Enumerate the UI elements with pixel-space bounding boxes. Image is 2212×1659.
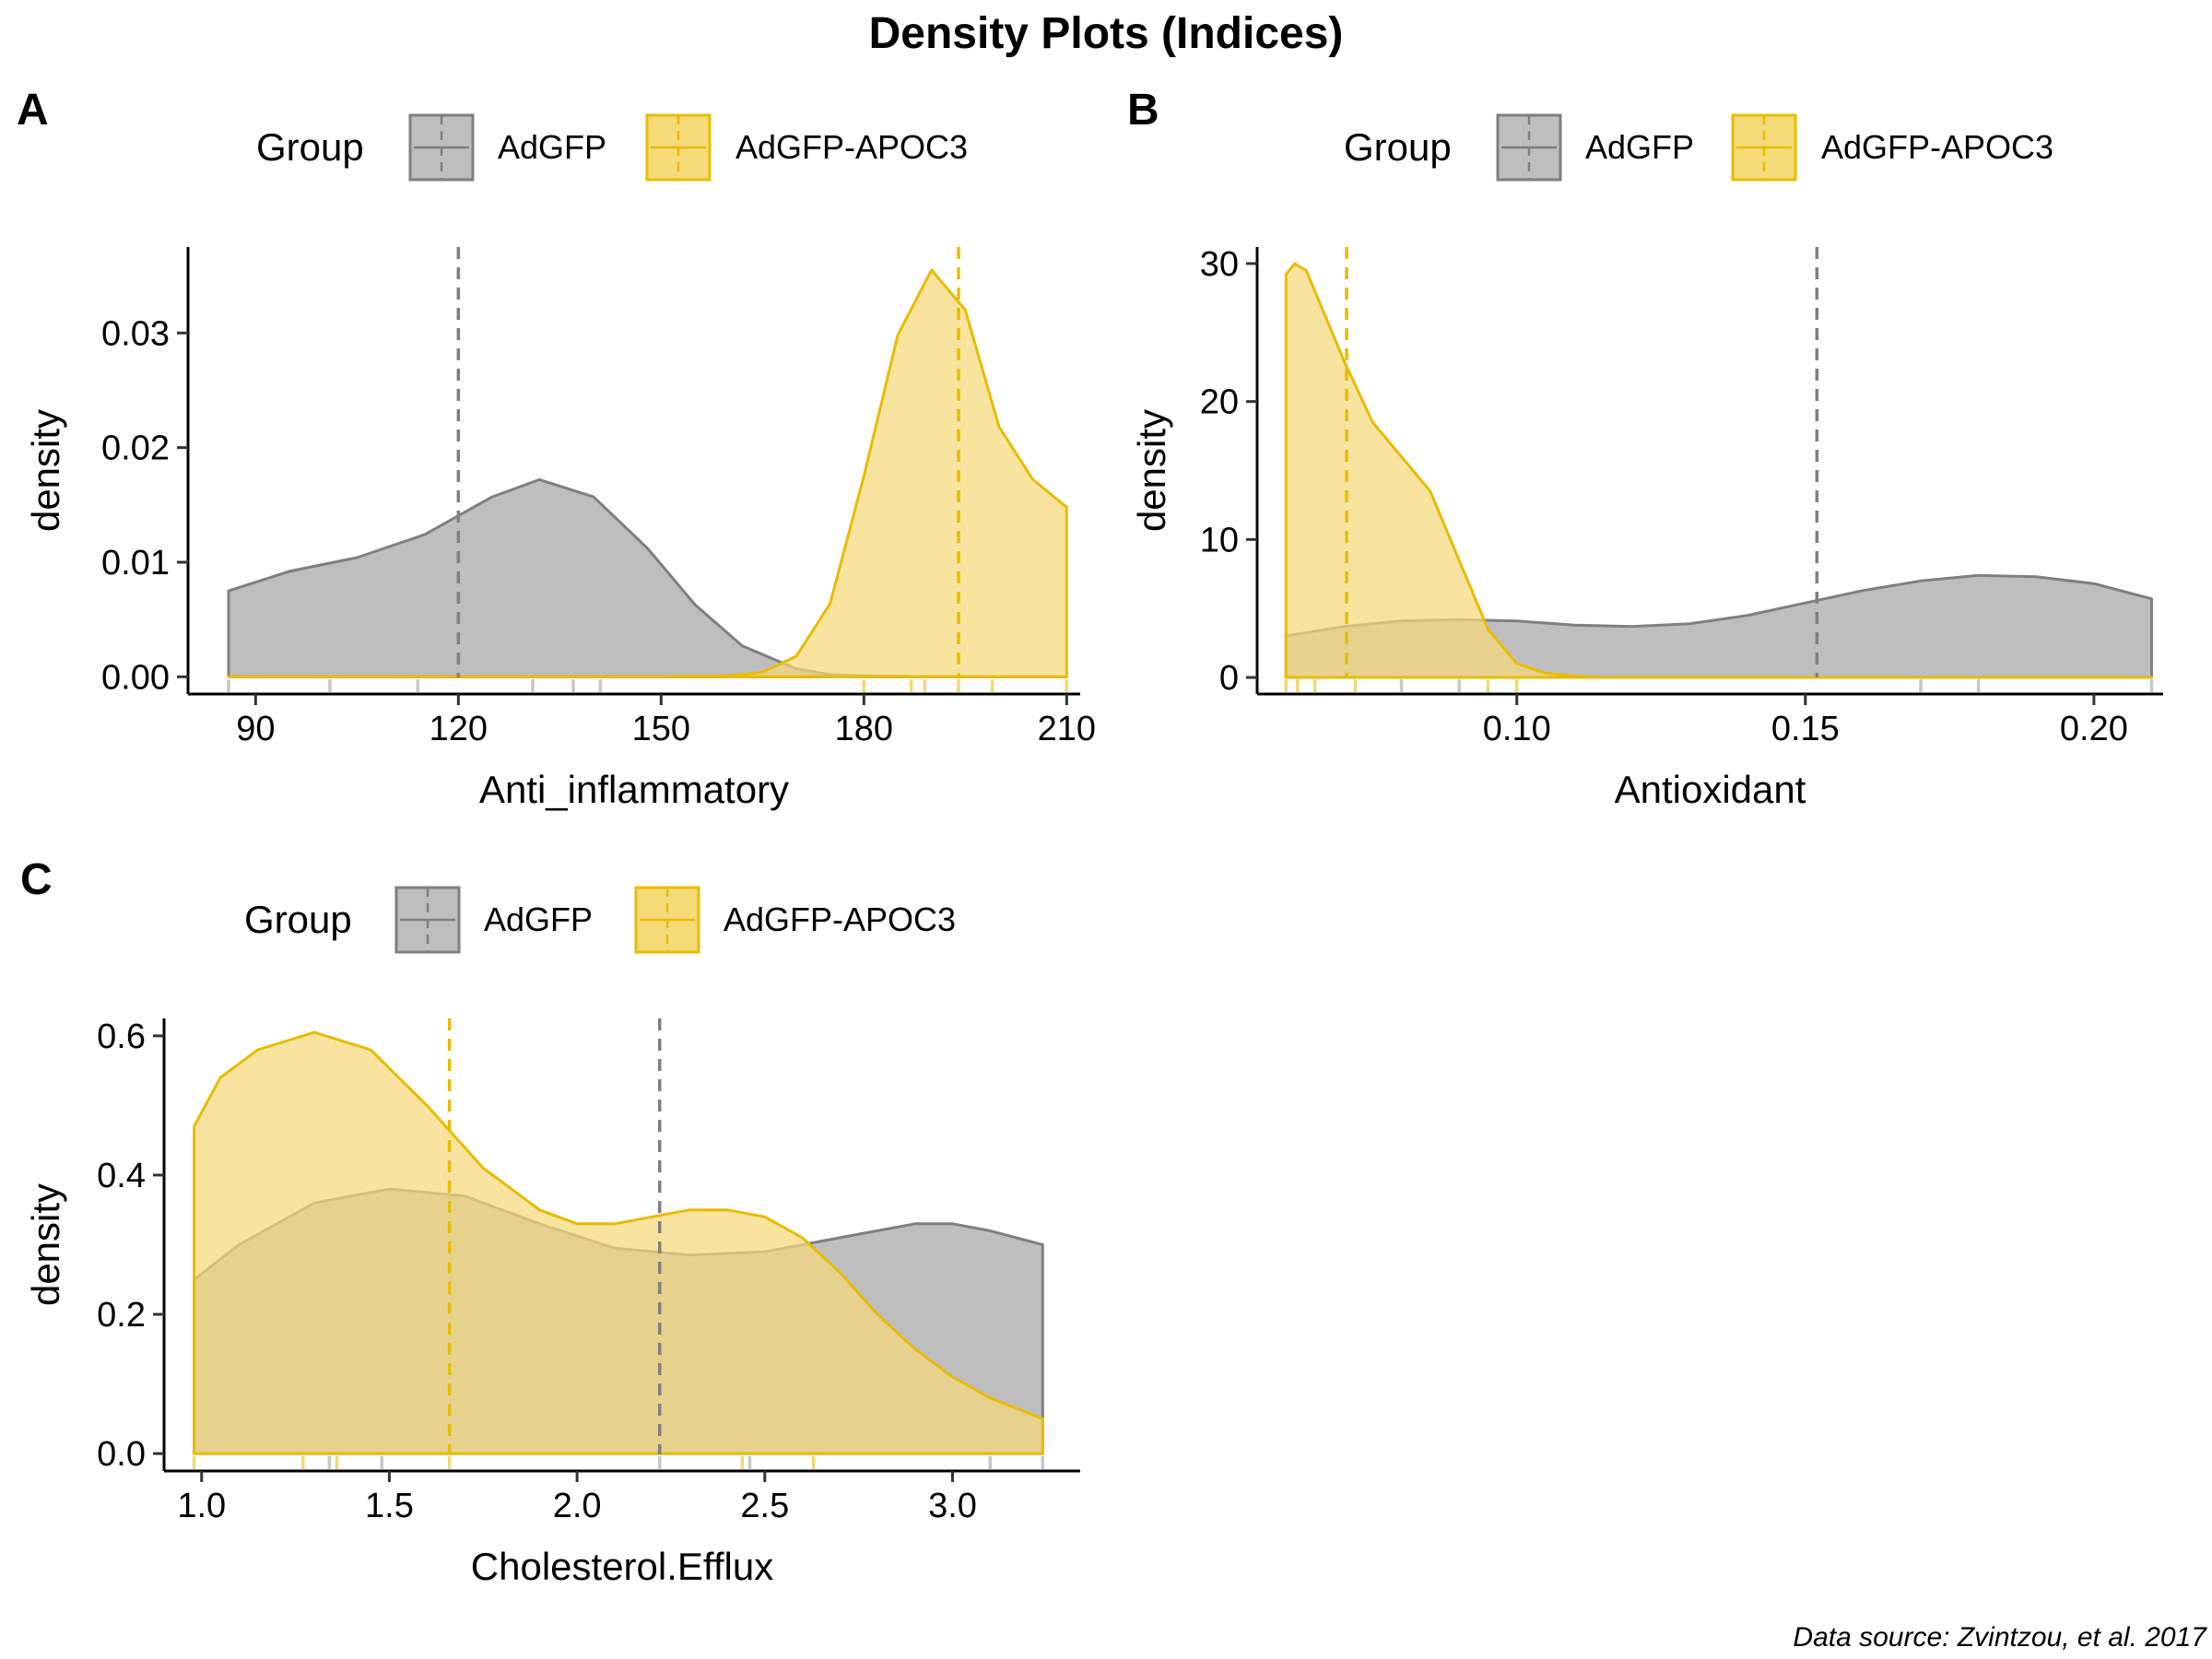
x-tick-label: 0.10 [1483,710,1551,748]
x-tick-label: 180 [835,710,893,748]
legend-key-adgfp-apoc3 [634,886,700,954]
panel-b: B Group AdGFP AdGFP-APOC3 0.10 0.15 0.20 0 10 20 3… [1127,86,2163,811]
panel-letter: A [17,86,49,135]
y-tick-label: 0.02 [101,429,170,468]
x-tick-label: 2.5 [740,1487,789,1525]
legend-key-adgfp [408,113,475,182]
panel-c: C Group AdGFP AdGFP-APOC3 1.0 1.5 2.0 2.5 3.0 0.0… [20,855,1080,1588]
panel-letter: B [1127,86,1159,135]
legend: Group AdGFP AdGFP-APOC3 [244,886,956,954]
legend-label: AdGFP [1585,128,1694,166]
y-tick-label: 20 [1200,383,1239,422]
x-tick-label: 1.5 [365,1487,414,1525]
x-axis-title: Cholesterol.Efflux [471,1545,773,1588]
x-tick-label: 0.20 [2060,710,2128,748]
y-tick-label: 10 [1200,521,1239,559]
y-axis-title: density [1130,409,1173,532]
y-tick-label: 30 [1200,245,1239,284]
y-tick-label: 0 [1219,659,1239,698]
x-tick-label: 210 [1038,710,1096,748]
x-tick-label: 90 [236,710,275,748]
legend-label: AdGFP [484,900,593,938]
density-area-adgfp-apoc3 [193,1030,1044,1455]
x-tick-label: 3.0 [928,1487,977,1525]
x-axis-title: Anti_inflammatory [479,768,789,811]
legend-label: AdGFP-APOC3 [735,128,968,166]
y-tick-label: 0.4 [97,1157,146,1195]
y-axis-title: density [24,1183,67,1306]
x-tick-label: 150 [632,710,690,748]
y-tick-label: 0.03 [101,314,170,353]
x-tick-label: 0.15 [1771,710,1840,748]
legend-label: AdGFP-APOC3 [1821,128,2053,166]
legend-title: Group [244,898,352,941]
legend-key-adgfp-apoc3 [645,113,712,182]
legend-title: Group [1344,125,1452,169]
legend: Group AdGFP AdGFP-APOC3 [1344,113,2053,182]
legend-label: AdGFP-APOC3 [724,900,956,938]
legend-key-adgfp [394,886,461,954]
y-tick-label: 0.2 [97,1296,146,1335]
x-tick-label: 120 [429,710,488,748]
legend-key-adgfp [1496,113,1562,182]
panel-letter: C [20,855,53,904]
y-tick-label: 0.01 [101,544,170,582]
density-area-adgfp-apoc3 [227,268,1068,678]
y-tick-label: 0.0 [97,1435,146,1474]
data-source-caption: Data source: Zvintzou, et al. 2017 [1793,1622,2207,1653]
legend-title: Group [256,125,364,169]
legend-key-adgfp-apoc3 [1731,113,1797,182]
y-axis-title: density [24,409,67,532]
legend-label: AdGFP [498,128,606,166]
figure-title: Density Plots (Indices) [869,9,1344,58]
x-tick-label: 1.0 [177,1487,226,1525]
x-axis-title: Antioxidant [1615,768,1806,811]
y-tick-label: 0.00 [101,658,170,697]
x-tick-label: 2.0 [553,1487,602,1525]
legend: Group AdGFP AdGFP-APOC3 [256,113,968,182]
panel-a: A Group AdGFP AdGFP-APOC3 90 120 150 180 210 0.00… [17,86,1096,811]
y-tick-label: 0.6 [97,1018,146,1056]
density-area-adgfp-apoc3 [1284,262,2153,679]
